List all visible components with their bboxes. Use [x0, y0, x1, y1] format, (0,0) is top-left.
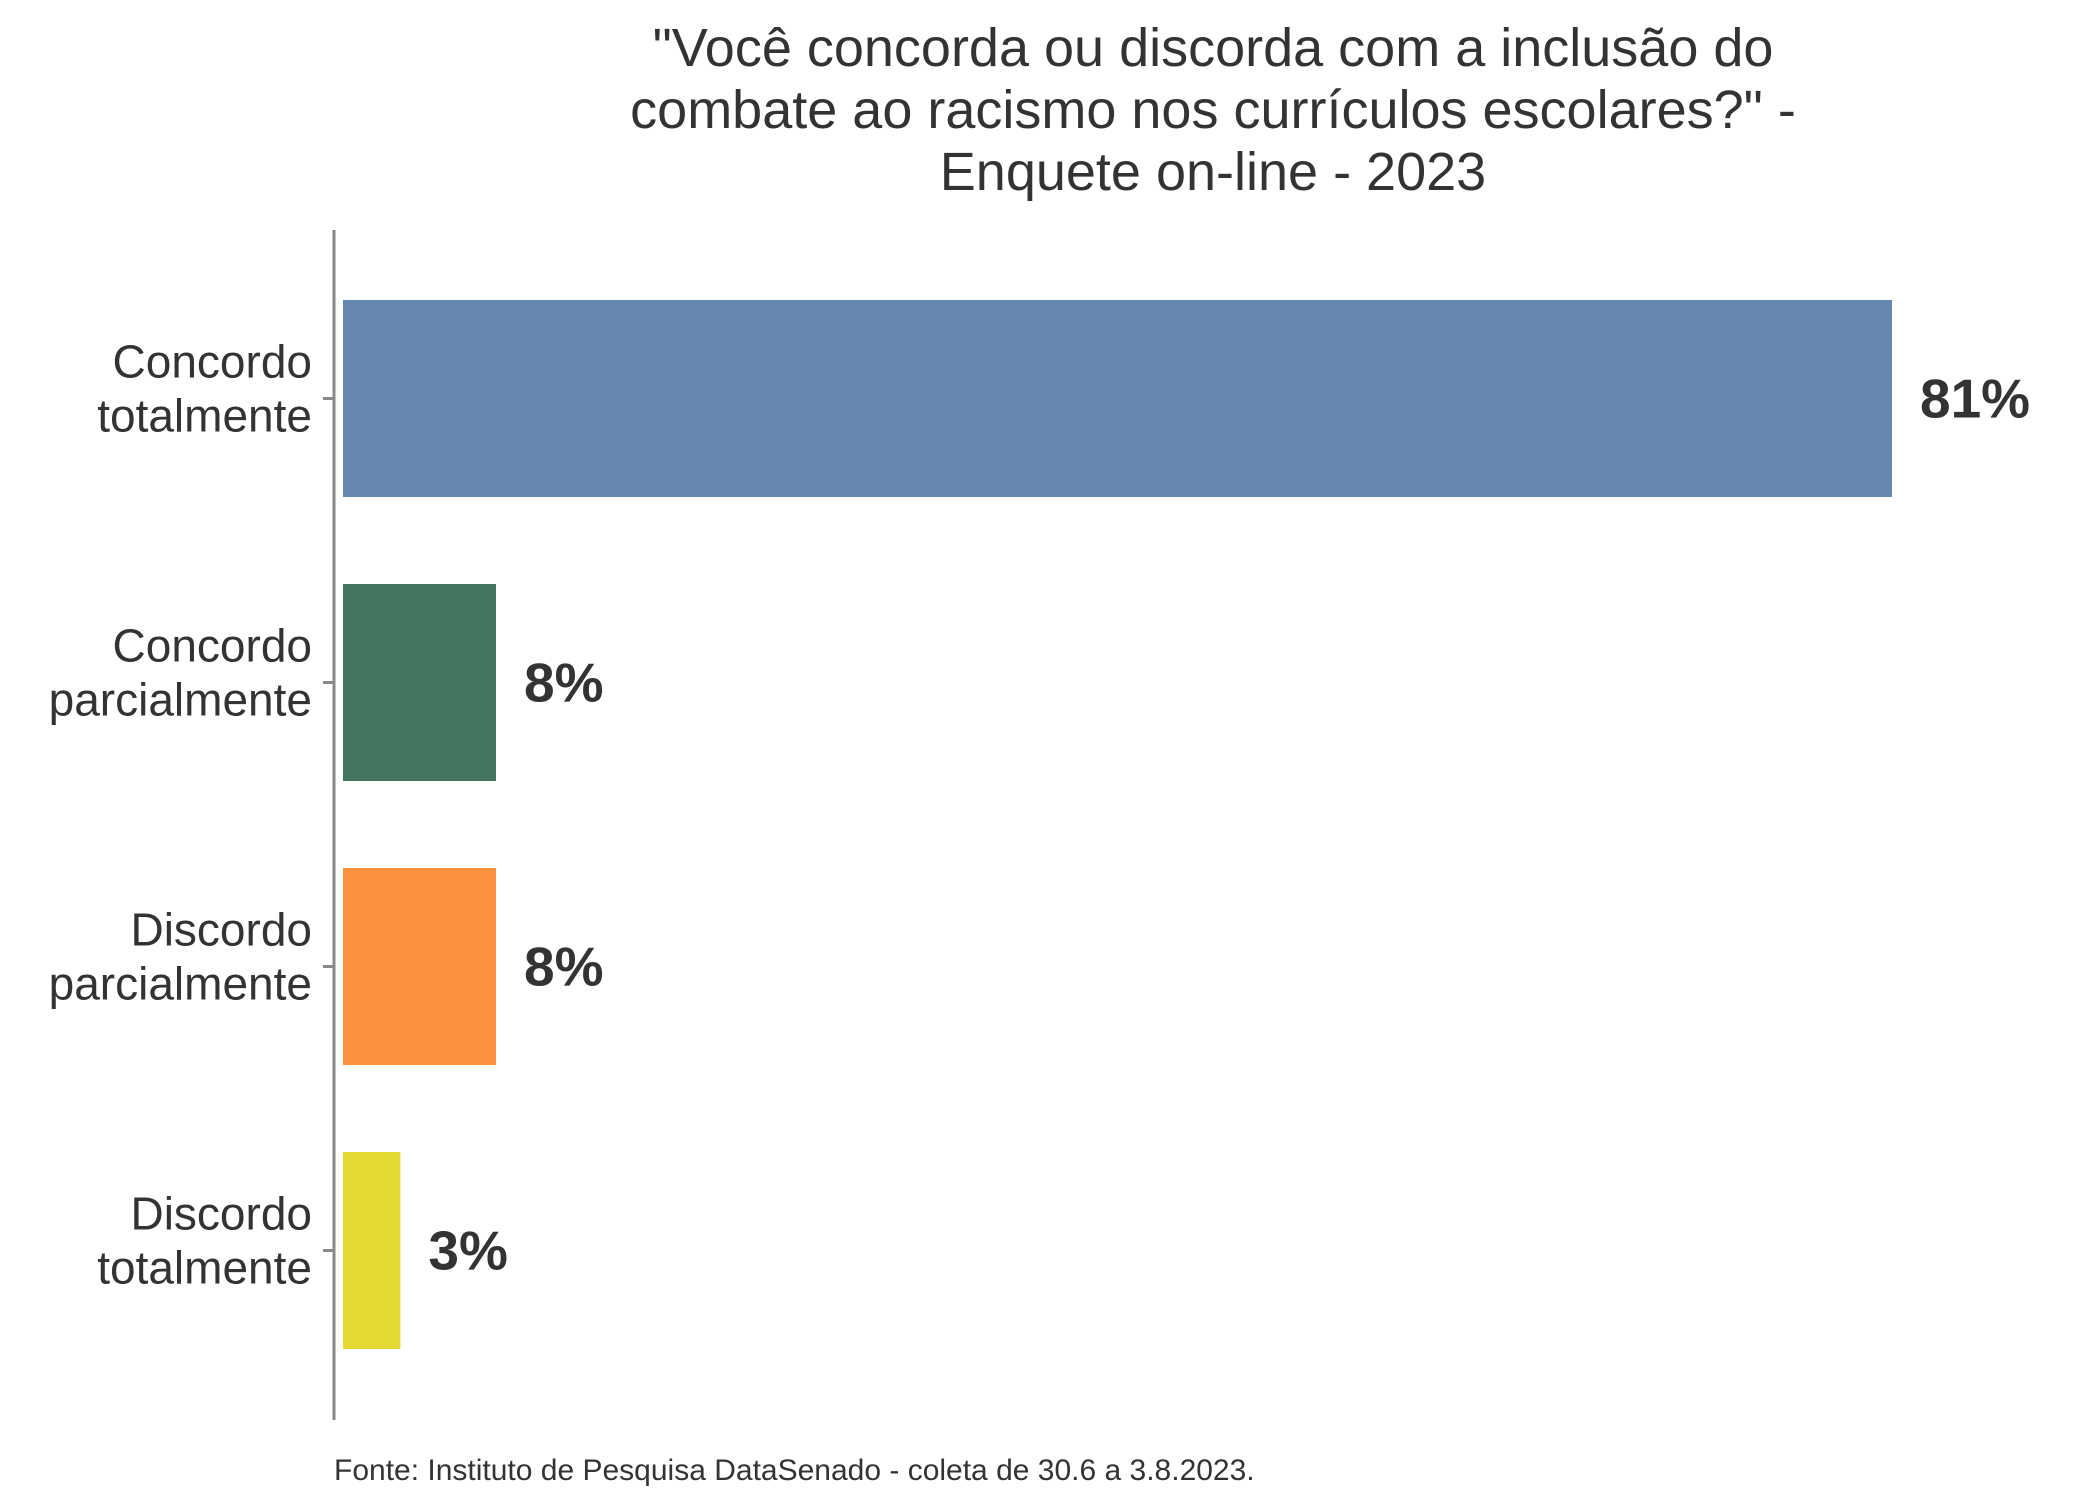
- bar: [343, 300, 1892, 497]
- bar: [343, 584, 496, 781]
- category-label: Discordo: [130, 904, 312, 956]
- category-label: Concordo: [113, 620, 312, 672]
- title-line-3: Enquete on-line - 2023: [940, 142, 1486, 202]
- chart-title: "Você concorda ou discorda com a inclusã…: [630, 18, 1796, 202]
- source-note: Fonte: Instituto de Pesquisa DataSenado …: [334, 1454, 1255, 1487]
- value-label: 8%: [524, 652, 604, 714]
- category-label: parcialmente: [49, 958, 312, 1010]
- category-label: Discordo: [130, 1188, 312, 1240]
- bar: [343, 868, 496, 1065]
- value-label: 81%: [1920, 368, 2030, 430]
- title-line-2: combate ao racismo nos currículos escola…: [630, 80, 1796, 140]
- category-label: parcialmente: [49, 674, 312, 726]
- bar: [343, 1152, 401, 1349]
- value-label: 3%: [428, 1220, 508, 1282]
- value-label: 8%: [524, 936, 604, 998]
- category-label: Concordo: [113, 336, 312, 388]
- category-label: totalmente: [97, 390, 312, 442]
- category-label: totalmente: [97, 1242, 312, 1294]
- title-line-1: "Você concorda ou discorda com a inclusã…: [653, 18, 1774, 78]
